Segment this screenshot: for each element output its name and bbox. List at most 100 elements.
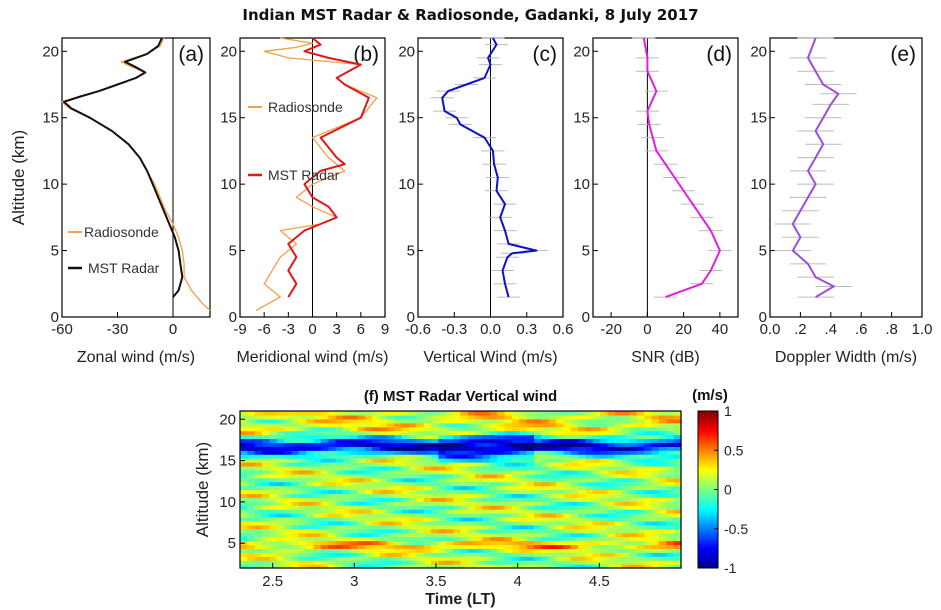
heatmap-cell — [401, 513, 410, 518]
heatmap-cell — [482, 509, 491, 514]
heatmap-cell — [460, 477, 469, 483]
heatmap-cell — [556, 477, 564, 483]
heatmap-cell — [364, 450, 373, 455]
heatmap-cell — [350, 540, 359, 546]
heatmap-cell — [511, 524, 520, 530]
heatmap-cell — [247, 528, 256, 534]
heatmap-cell — [254, 481, 263, 487]
heatmap-cell — [526, 540, 535, 546]
heatmap-cell — [453, 556, 462, 561]
heatmap-cell — [254, 477, 263, 483]
heatmap-cell — [629, 458, 638, 463]
heatmap-cell — [460, 438, 469, 443]
heatmap-cell — [607, 556, 616, 561]
heatmap-cell — [313, 458, 322, 463]
heatmap-cell — [416, 446, 425, 451]
heatmap-cell — [269, 462, 278, 467]
heatmap-cell — [556, 552, 564, 557]
heatmap-cell — [622, 454, 631, 459]
heatmap-cell — [276, 489, 285, 495]
heatmap-cell — [622, 540, 631, 546]
heatmap-cell — [445, 548, 454, 553]
heatmap-cell — [372, 414, 381, 420]
heatmap-cell — [291, 560, 300, 565]
heatmap-cell — [460, 505, 469, 510]
heatmap-cell — [262, 560, 270, 565]
heatmap-cell — [629, 536, 638, 542]
heatmap-cell — [291, 513, 300, 518]
heatmap-cell — [364, 505, 373, 510]
legend-label: Radiosonde — [268, 99, 343, 115]
heatmap-cell — [489, 540, 498, 546]
heatmap-cell — [387, 465, 395, 471]
heatmap-cell — [614, 469, 623, 475]
heatmap-cell — [651, 462, 660, 467]
heatmap-cell — [453, 411, 462, 416]
heatmap-cell — [534, 446, 542, 451]
heatmap-cell — [372, 454, 381, 459]
heatmap-cell — [240, 485, 248, 491]
heatmap-cell — [350, 552, 359, 557]
heatmap-x-tick-label: 4 — [513, 573, 521, 590]
heatmap-cell — [401, 501, 410, 506]
heatmap-cell — [342, 477, 351, 483]
heatmap-cell — [497, 493, 506, 498]
heatmap-cell — [585, 564, 594, 569]
heatmap-cell — [401, 430, 410, 436]
heatmap-cell — [445, 556, 454, 561]
heatmap-cell — [629, 520, 638, 526]
heatmap-cell — [335, 414, 344, 420]
heatmap-cell — [526, 524, 535, 530]
heatmap-cell — [482, 434, 491, 440]
heatmap-cell — [453, 430, 462, 436]
heatmap-cell — [320, 469, 329, 475]
heatmap-cell — [534, 505, 542, 510]
heatmap-cell — [489, 560, 498, 565]
heatmap-cell — [379, 516, 388, 522]
heatmap-cell — [409, 477, 417, 483]
heatmap-cell — [401, 462, 410, 467]
heatmap-cell — [511, 434, 520, 440]
heatmap-cell — [563, 414, 572, 420]
heatmap-cell — [556, 434, 564, 440]
heatmap-cell — [600, 556, 609, 561]
heatmap-cell — [578, 485, 587, 491]
heatmap-cell — [247, 434, 256, 440]
heatmap-cell — [357, 442, 366, 447]
heatmap-cell — [511, 485, 520, 491]
heatmap-cell — [534, 422, 542, 428]
heatmap-cell — [497, 485, 506, 491]
heatmap-cell — [467, 489, 476, 495]
heatmap-cell — [453, 469, 462, 475]
heatmap-cell — [372, 524, 381, 530]
heatmap-cell — [504, 505, 513, 510]
heatmap-cell — [592, 536, 601, 542]
heatmap-cell — [467, 540, 476, 546]
heatmap-cell — [548, 524, 557, 530]
heatmap-cell — [431, 556, 440, 561]
heatmap-cell — [276, 513, 285, 518]
heatmap-cell — [556, 513, 564, 518]
heatmap-cell — [592, 481, 601, 487]
heatmap-cell — [387, 442, 395, 447]
heatmap-cell — [636, 513, 645, 518]
heatmap-cell — [651, 524, 660, 530]
heatmap-cell — [284, 422, 293, 428]
heatmap-cell — [475, 516, 484, 522]
heatmap-cell — [651, 532, 660, 538]
heatmap-cell — [364, 446, 373, 451]
heatmap-cell — [284, 528, 293, 534]
heatmap-cell — [666, 505, 675, 510]
heatmap-cell — [526, 497, 535, 502]
heatmap-cell — [350, 516, 359, 522]
heatmap-cell — [607, 442, 616, 447]
heatmap-cell — [534, 489, 542, 495]
heatmap-cell — [614, 497, 623, 502]
heatmap-cell — [350, 426, 359, 432]
heatmap-cell — [519, 430, 528, 436]
heatmap-cell — [607, 481, 616, 487]
heatmap-cell — [592, 458, 601, 463]
heatmap-cell — [534, 411, 542, 416]
heatmap-cell — [313, 528, 322, 534]
